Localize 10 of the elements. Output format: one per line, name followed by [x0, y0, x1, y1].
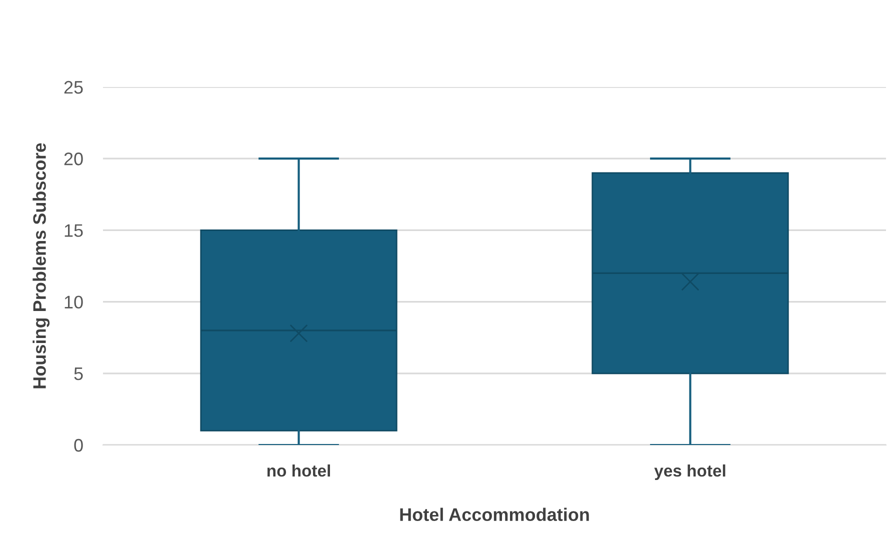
y-tick-label: 15	[64, 224, 83, 237]
x-axis-title: Hotel Accommodation	[400, 508, 589, 522]
y-tick-label: 25	[64, 80, 83, 94]
y-tick-label: 5	[74, 368, 83, 380]
x-tick-label: no hotel	[267, 464, 330, 477]
y-tick-label: 0	[74, 438, 83, 452]
y-axis-title: Housing Problems Subscore	[32, 143, 50, 388]
y-tick-label: 10	[64, 296, 83, 309]
y-tick-label: 20	[64, 152, 83, 166]
x-tick-label: yes hotel	[654, 464, 726, 480]
